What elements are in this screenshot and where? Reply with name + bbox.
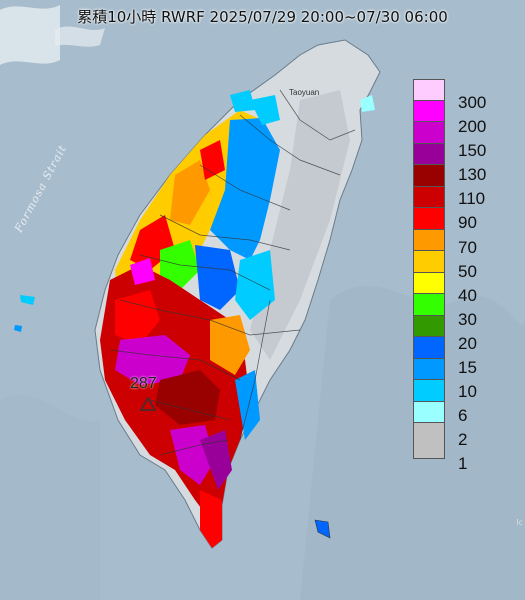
legend-swatch <box>413 165 445 187</box>
legend-swatch <box>413 122 445 144</box>
legend-label: 110 <box>458 189 486 209</box>
legend-swatch <box>413 423 445 459</box>
legend-label: 30 <box>458 309 477 329</box>
legend-label: 90 <box>458 213 477 233</box>
legend-swatch <box>413 186 445 208</box>
legend-label: 2 <box>458 430 468 450</box>
legend-label: 200 <box>458 117 487 137</box>
legend-swatch <box>413 380 445 402</box>
legend-swatch <box>413 100 445 122</box>
legend-label: 40 <box>458 285 477 305</box>
legend-label: 1 <box>458 454 468 474</box>
legend-label: 150 <box>458 141 487 161</box>
max-rainfall-value: 287 <box>130 375 157 392</box>
legend-label: 50 <box>458 261 477 281</box>
rainfall-legend <box>413 79 445 459</box>
map-title: 累積10小時 RWRF 2025/07/29 20:00~07/30 06:00 <box>77 8 448 26</box>
edge-mark: Ic <box>516 518 523 527</box>
legend-label: 70 <box>458 237 477 257</box>
legend-swatch <box>413 229 445 251</box>
legend-swatch <box>413 337 445 359</box>
legend-labels: 300 200 150 130 110 90 70 50 40 30 20 15 10 6 2 1 <box>458 93 487 482</box>
legend-swatch <box>413 294 445 316</box>
legend-swatch <box>413 358 445 380</box>
legend-swatch <box>413 208 445 230</box>
legend-label: 15 <box>458 358 477 378</box>
legend-label: 300 <box>458 93 487 112</box>
legend-label: 130 <box>458 165 487 185</box>
legend-swatch <box>413 251 445 273</box>
city-label: Taoyuan <box>289 88 320 97</box>
legend-label: 6 <box>458 406 468 426</box>
legend-swatch <box>413 401 445 423</box>
legend-swatch <box>413 79 445 101</box>
max-point-triangle-icon <box>139 396 157 411</box>
legend-swatch <box>413 143 445 165</box>
legend-label: 20 <box>458 333 477 353</box>
legend-swatch <box>413 315 445 337</box>
legend-label: 10 <box>458 382 477 402</box>
legend-swatch <box>413 272 445 294</box>
